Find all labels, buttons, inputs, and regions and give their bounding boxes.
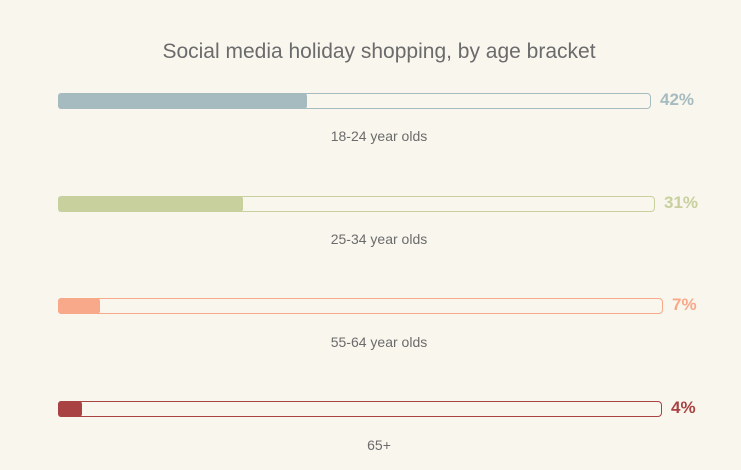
category-label: 55-64 year olds [330, 334, 428, 350]
bar-track [58, 298, 663, 314]
bar-value-label: 4% [671, 398, 696, 417]
bar-value-label: 31% [664, 193, 699, 212]
bar-value-label: 7% [672, 295, 697, 314]
bar-value-label: 42% [660, 90, 695, 109]
bar [58, 196, 243, 212]
bar [58, 298, 100, 314]
chart-title: Social media holiday shopping, by age br… [162, 40, 596, 63]
bar [58, 93, 307, 109]
category-label: 25-34 year olds [330, 231, 428, 247]
category-label: 18-24 year olds [330, 128, 428, 144]
category-label: 65+ [367, 437, 391, 453]
bar-track [58, 401, 662, 417]
bar [58, 401, 82, 417]
